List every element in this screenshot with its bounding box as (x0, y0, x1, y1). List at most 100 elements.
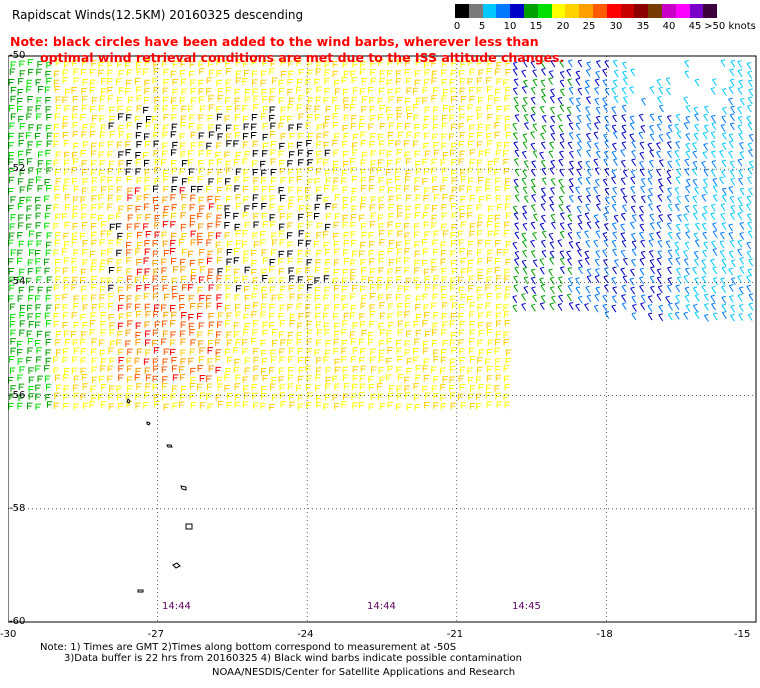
wind-barb (549, 124, 555, 133)
wind-barb (495, 88, 501, 96)
wind-barb (46, 401, 53, 408)
wind-barb (683, 258, 689, 266)
wind-barb (415, 365, 422, 372)
wind-barb (612, 248, 618, 257)
wind-barb (504, 401, 511, 409)
wind-barb (143, 275, 149, 282)
wind-map (8, 55, 757, 623)
wind-barb (71, 239, 78, 246)
wind-barb (604, 115, 609, 124)
wind-barb (370, 212, 377, 220)
wind-barb (387, 221, 394, 228)
wind-barb (287, 160, 293, 167)
wind-barb (541, 68, 546, 76)
wind-barb (612, 114, 617, 123)
wind-barb (352, 322, 359, 329)
wind-barb (45, 70, 51, 78)
wind-barb (737, 248, 743, 257)
wind-barb (314, 203, 321, 211)
wind-barb (28, 321, 35, 328)
wind-barb (477, 132, 483, 139)
wind-barb (378, 294, 384, 301)
wind-barb (370, 115, 376, 122)
wind-barb (469, 403, 476, 410)
wind-barb (242, 105, 248, 112)
wind-barb (127, 365, 133, 373)
wind-barb (514, 104, 520, 113)
wind-barb (287, 331, 294, 339)
wind-barb (135, 159, 142, 166)
wind-barb (91, 204, 97, 211)
wind-barb (269, 266, 275, 273)
wind-barb (487, 221, 493, 228)
wind-barb (575, 77, 581, 86)
wind-barb (476, 141, 483, 148)
wind-barb (242, 141, 249, 148)
wind-barb (468, 133, 475, 140)
wind-barb (126, 106, 133, 114)
wind-barb (648, 239, 654, 247)
wind-barb (251, 259, 257, 267)
wind-barb (494, 214, 501, 222)
wind-barb (514, 222, 520, 231)
wind-barb (287, 115, 293, 123)
wind-barb (287, 383, 294, 390)
wind-barb (361, 231, 367, 239)
wind-barb (136, 105, 143, 112)
wind-barb (460, 402, 467, 409)
wind-barb (152, 358, 159, 365)
wind-barb (414, 241, 420, 248)
wind-barb (333, 177, 339, 185)
wind-barb (207, 60, 214, 68)
wind-barb (721, 169, 726, 178)
wind-barb (360, 203, 366, 210)
wind-barb (738, 132, 744, 141)
wind-barb (494, 230, 500, 237)
wind-barb (414, 132, 421, 139)
wind-barb (73, 77, 80, 85)
wind-barb (180, 115, 187, 123)
wind-barb (548, 268, 553, 277)
wind-barb (307, 329, 313, 337)
wind-barb (567, 284, 573, 293)
wind-barb (611, 195, 617, 204)
wind-barb (287, 232, 293, 239)
wind-barb (144, 169, 151, 176)
wind-barb (269, 367, 275, 374)
wind-barb (343, 383, 350, 390)
wind-barb (631, 248, 637, 256)
wind-barb (233, 212, 239, 220)
wind-barb (604, 168, 610, 176)
wind-barb (694, 186, 700, 195)
wind-barb (152, 383, 159, 391)
wind-barb (694, 311, 700, 319)
wind-barb (109, 357, 115, 365)
wind-barb (242, 241, 248, 248)
wind-barb (100, 311, 107, 319)
wind-barb (485, 185, 491, 192)
wind-barb (404, 176, 411, 183)
wind-barb (442, 302, 448, 309)
wind-barb (134, 77, 141, 85)
wind-barb (351, 77, 358, 84)
wind-barb (675, 284, 681, 293)
wind-barb (685, 132, 691, 141)
wind-barb (163, 185, 169, 193)
wind-barb (404, 151, 411, 159)
wind-barb (739, 257, 745, 265)
wind-barb (712, 277, 718, 286)
wind-barb (117, 168, 124, 175)
wind-barb (377, 276, 383, 284)
wind-barb (684, 194, 690, 203)
wind-barb (9, 232, 15, 239)
wind-barb (171, 160, 177, 167)
wind-barb (8, 376, 14, 384)
wind-barb (694, 123, 700, 132)
wind-barb (350, 338, 357, 345)
wind-barb (568, 86, 574, 95)
wind-barb (252, 232, 258, 240)
wind-barb (640, 239, 646, 248)
wind-barb (152, 293, 159, 300)
wind-barb (586, 221, 592, 229)
wind-barb (505, 349, 512, 356)
